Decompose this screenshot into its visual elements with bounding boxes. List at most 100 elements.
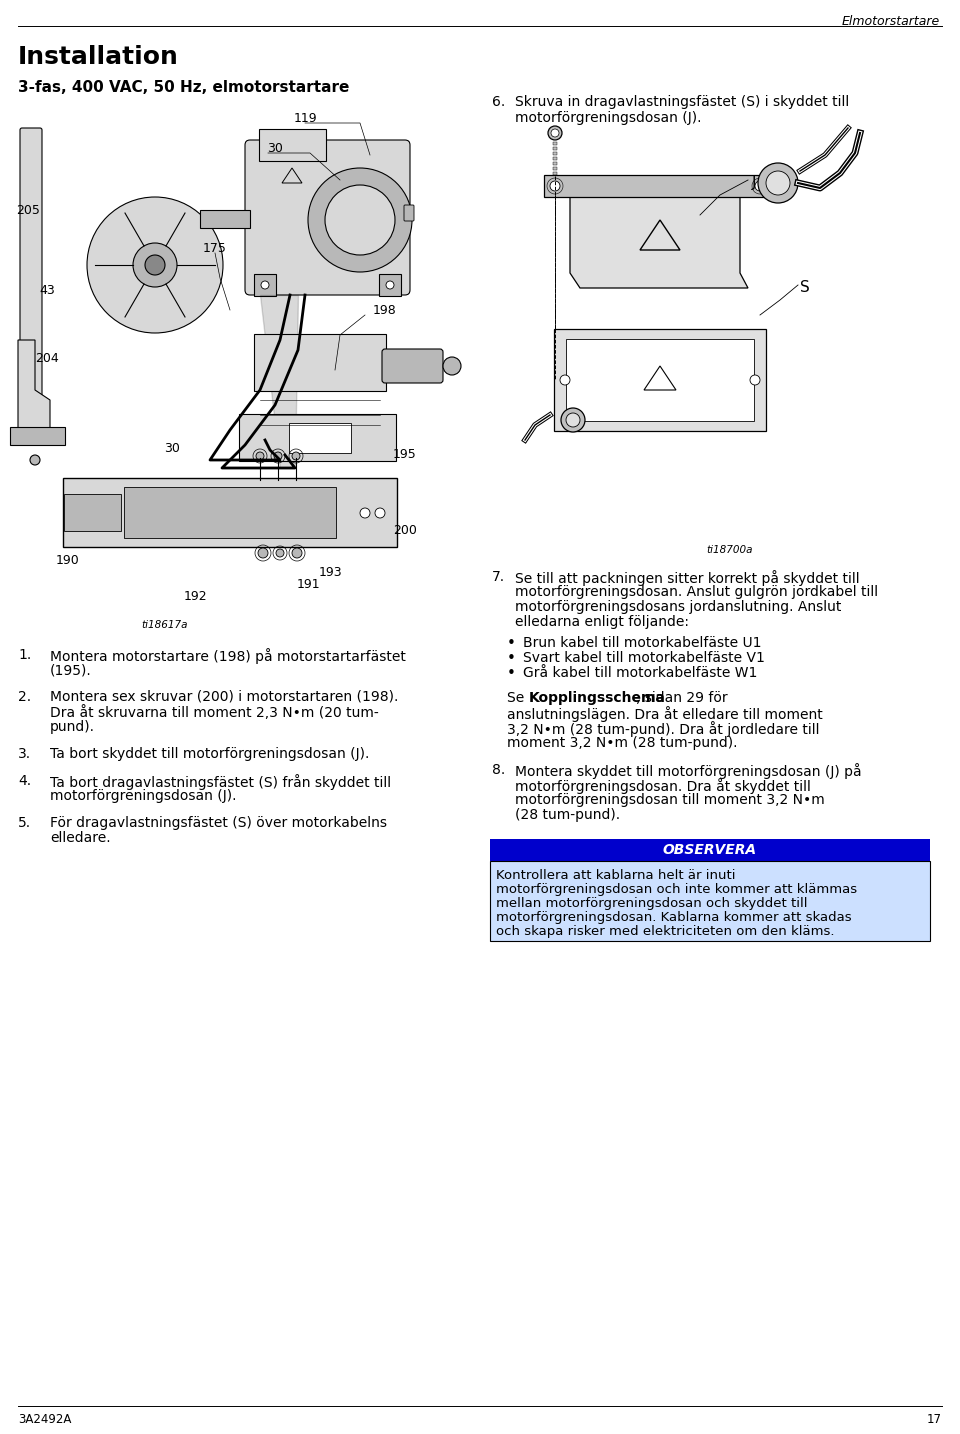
Circle shape bbox=[292, 548, 302, 558]
Text: motorförgreningsdosan. Anslut gulgrön jordkabel till: motorförgreningsdosan. Anslut gulgrön jo… bbox=[515, 585, 878, 599]
Text: 3.: 3. bbox=[18, 747, 31, 761]
Text: 3-fas, 400 VAC, 50 Hz, elmotorstartare: 3-fas, 400 VAC, 50 Hz, elmotorstartare bbox=[18, 80, 349, 95]
Text: elledarna enligt följande:: elledarna enligt följande: bbox=[515, 615, 689, 630]
Text: 2.: 2. bbox=[18, 690, 31, 704]
Circle shape bbox=[308, 168, 412, 272]
FancyBboxPatch shape bbox=[553, 176, 557, 181]
Text: Dra åt skruvarna till moment 2,3 N•m (20 tum-: Dra åt skruvarna till moment 2,3 N•m (20… bbox=[50, 706, 379, 720]
Text: anslutningslägen. Dra åt elledare till moment: anslutningslägen. Dra åt elledare till m… bbox=[507, 706, 823, 721]
Text: motorförgreningsdosans jordanslutning. Anslut: motorförgreningsdosans jordanslutning. A… bbox=[515, 599, 841, 614]
Text: motorförgreningsdosan (J).: motorförgreningsdosan (J). bbox=[515, 110, 702, 125]
FancyBboxPatch shape bbox=[239, 414, 396, 460]
Text: Grå kabel till motorkabelfäste W1: Grå kabel till motorkabelfäste W1 bbox=[523, 665, 757, 680]
Text: 3,2 N•m (28 tum-pund). Dra åt jordledare till: 3,2 N•m (28 tum-pund). Dra åt jordledare… bbox=[507, 721, 820, 737]
Text: 195: 195 bbox=[394, 449, 417, 462]
Polygon shape bbox=[570, 188, 748, 288]
Text: 191: 191 bbox=[297, 578, 320, 591]
Circle shape bbox=[550, 181, 560, 191]
Text: 198: 198 bbox=[373, 304, 396, 317]
FancyBboxPatch shape bbox=[404, 205, 414, 221]
FancyBboxPatch shape bbox=[544, 175, 771, 196]
FancyBboxPatch shape bbox=[63, 478, 397, 546]
FancyBboxPatch shape bbox=[259, 129, 326, 161]
FancyBboxPatch shape bbox=[553, 166, 557, 171]
Circle shape bbox=[261, 281, 269, 290]
Polygon shape bbox=[18, 340, 50, 430]
Text: 6.: 6. bbox=[492, 95, 505, 109]
Text: Montera sex skruvar (200) i motorstartaren (198).: Montera sex skruvar (200) i motorstartar… bbox=[50, 690, 398, 704]
Text: •: • bbox=[507, 651, 516, 665]
FancyBboxPatch shape bbox=[554, 328, 766, 432]
FancyBboxPatch shape bbox=[553, 172, 557, 175]
Circle shape bbox=[386, 281, 394, 290]
Text: Brun kabel till motorkabelfäste U1: Brun kabel till motorkabelfäste U1 bbox=[523, 637, 761, 650]
Circle shape bbox=[758, 163, 798, 204]
Text: OBSERVERA: OBSERVERA bbox=[663, 843, 757, 858]
Circle shape bbox=[325, 185, 395, 255]
Circle shape bbox=[292, 452, 300, 460]
Circle shape bbox=[30, 455, 40, 465]
FancyBboxPatch shape bbox=[20, 128, 42, 422]
Text: Kopplingsschema: Kopplingsschema bbox=[529, 691, 666, 706]
Text: 8.: 8. bbox=[492, 763, 505, 777]
Text: 190: 190 bbox=[56, 554, 80, 566]
Text: moment 3,2 N•m (28 tum-pund).: moment 3,2 N•m (28 tum-pund). bbox=[507, 736, 737, 750]
Text: Ta bort dragavlastningsfästet (S) från skyddet till: Ta bort dragavlastningsfästet (S) från s… bbox=[50, 774, 391, 790]
Text: Se till att packningen sitter korrekt på skyddet till: Se till att packningen sitter korrekt på… bbox=[515, 569, 859, 587]
Circle shape bbox=[750, 376, 760, 384]
Text: (195).: (195). bbox=[50, 663, 92, 677]
Text: Se: Se bbox=[507, 691, 529, 706]
Text: Montera skyddet till motorförgreningsdosan (J) på: Montera skyddet till motorförgreningsdos… bbox=[515, 763, 862, 779]
FancyBboxPatch shape bbox=[254, 274, 276, 295]
Text: och skapa risker med elektriciteten om den kläms.: och skapa risker med elektriciteten om d… bbox=[496, 925, 834, 938]
Circle shape bbox=[87, 196, 223, 333]
Text: motorförgreningsdosan. Dra åt skyddet till: motorförgreningsdosan. Dra åt skyddet ti… bbox=[515, 779, 811, 794]
FancyBboxPatch shape bbox=[490, 860, 930, 941]
FancyBboxPatch shape bbox=[245, 141, 410, 295]
Text: 4.: 4. bbox=[18, 774, 31, 789]
Circle shape bbox=[551, 129, 559, 138]
Text: Montera motorstartare (198) på motorstartarfästet: Montera motorstartare (198) på motorstar… bbox=[50, 648, 406, 664]
Circle shape bbox=[560, 376, 570, 384]
Text: Ta bort skyddet till motorförgreningsdosan (J).: Ta bort skyddet till motorförgreningsdos… bbox=[50, 747, 370, 761]
Text: motorförgreningsdosan. Kablarna kommer att skadas: motorförgreningsdosan. Kablarna kommer a… bbox=[496, 911, 852, 923]
Text: 43: 43 bbox=[39, 284, 55, 297]
Text: 193: 193 bbox=[318, 565, 342, 578]
Text: Elmotorstartare: Elmotorstartare bbox=[842, 14, 940, 29]
FancyBboxPatch shape bbox=[553, 162, 557, 165]
FancyBboxPatch shape bbox=[64, 493, 121, 531]
Circle shape bbox=[75, 508, 85, 518]
Text: Svart kabel till motorkabelfäste V1: Svart kabel till motorkabelfäste V1 bbox=[523, 651, 765, 665]
Text: 205: 205 bbox=[16, 204, 40, 217]
Text: 17: 17 bbox=[927, 1412, 942, 1425]
Text: pund).: pund). bbox=[50, 720, 95, 734]
FancyBboxPatch shape bbox=[379, 274, 401, 295]
Text: 7.: 7. bbox=[492, 569, 505, 584]
Circle shape bbox=[145, 255, 165, 275]
FancyBboxPatch shape bbox=[10, 427, 65, 445]
Circle shape bbox=[276, 549, 284, 556]
Text: 30: 30 bbox=[267, 142, 283, 155]
FancyBboxPatch shape bbox=[553, 156, 557, 161]
FancyBboxPatch shape bbox=[254, 334, 386, 391]
Text: ti18617a: ti18617a bbox=[142, 619, 188, 630]
Text: 200: 200 bbox=[393, 523, 417, 536]
Text: (28 tum-pund).: (28 tum-pund). bbox=[515, 807, 620, 822]
Circle shape bbox=[258, 548, 268, 558]
FancyBboxPatch shape bbox=[553, 142, 557, 145]
Text: Skruva in dragavlastningsfästet (S) i skyddet till: Skruva in dragavlastningsfästet (S) i sk… bbox=[515, 95, 850, 109]
Circle shape bbox=[561, 409, 585, 432]
Text: 30: 30 bbox=[164, 442, 180, 455]
Text: •: • bbox=[507, 637, 516, 651]
Text: 5.: 5. bbox=[18, 816, 31, 830]
Circle shape bbox=[360, 508, 370, 518]
Text: 1.: 1. bbox=[18, 648, 32, 663]
Text: motorförgreningsdosan och inte kommer att klämmas: motorförgreningsdosan och inte kommer at… bbox=[496, 883, 857, 896]
Circle shape bbox=[90, 508, 100, 518]
Text: För dragavlastningsfästet (S) över motorkabelns: För dragavlastningsfästet (S) över motor… bbox=[50, 816, 387, 830]
Circle shape bbox=[443, 357, 461, 376]
Text: 119: 119 bbox=[293, 112, 317, 125]
FancyBboxPatch shape bbox=[200, 209, 250, 228]
FancyBboxPatch shape bbox=[566, 338, 754, 422]
Circle shape bbox=[375, 508, 385, 518]
